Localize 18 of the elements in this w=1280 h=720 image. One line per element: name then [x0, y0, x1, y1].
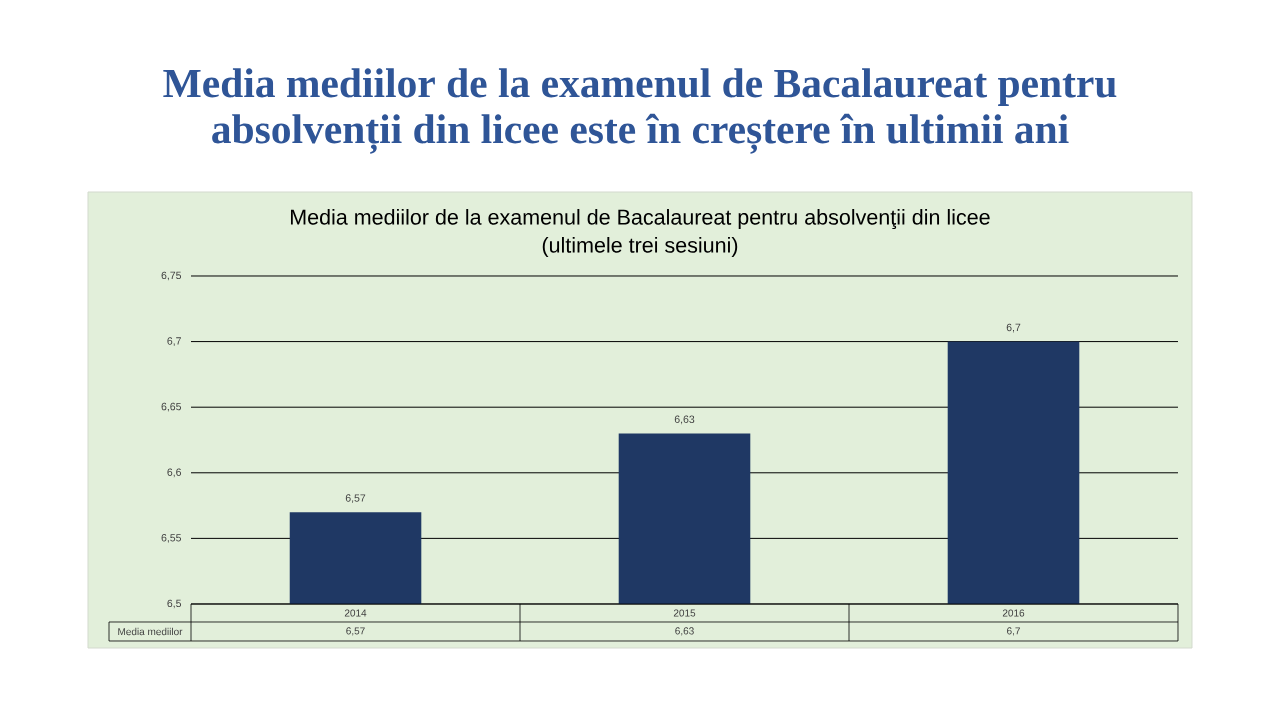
- y-tick-label: 6,55: [161, 534, 182, 543]
- y-tick-label: 6,7: [167, 337, 181, 346]
- data-label: 6,57: [346, 627, 365, 636]
- x-tick-label: 2016: [1002, 609, 1025, 617]
- chart-title: Media mediilor de la examenul de Bacalaureat pentru absolvenții din licee este în creștere în ultimii ani: [163, 68, 1117, 154]
- y-tick-label: 6,75: [161, 271, 182, 281]
- text: 6,57: [345, 494, 366, 503]
- chart-subtitle: Media mediilor de la examenul de Bacalaureat pentru absolvenţii din licee (ultimele trei sesiuni): [290, 208, 990, 258]
- data-label: 6,63: [675, 627, 694, 636]
- data-label: 6,7: [1007, 627, 1020, 636]
- text: 6,63: [674, 415, 695, 425]
- text: 6,7: [1006, 323, 1021, 333]
- y-tick-label: 6,6: [167, 468, 182, 478]
- text: Media mediilor: [118, 627, 183, 636]
- y-tick-label: 6,65: [161, 402, 182, 412]
- x-tick-label: 2014: [344, 609, 367, 617]
- x-tick-label: 2015: [673, 609, 696, 617]
- y-tick-label: 6,5: [167, 599, 182, 609]
